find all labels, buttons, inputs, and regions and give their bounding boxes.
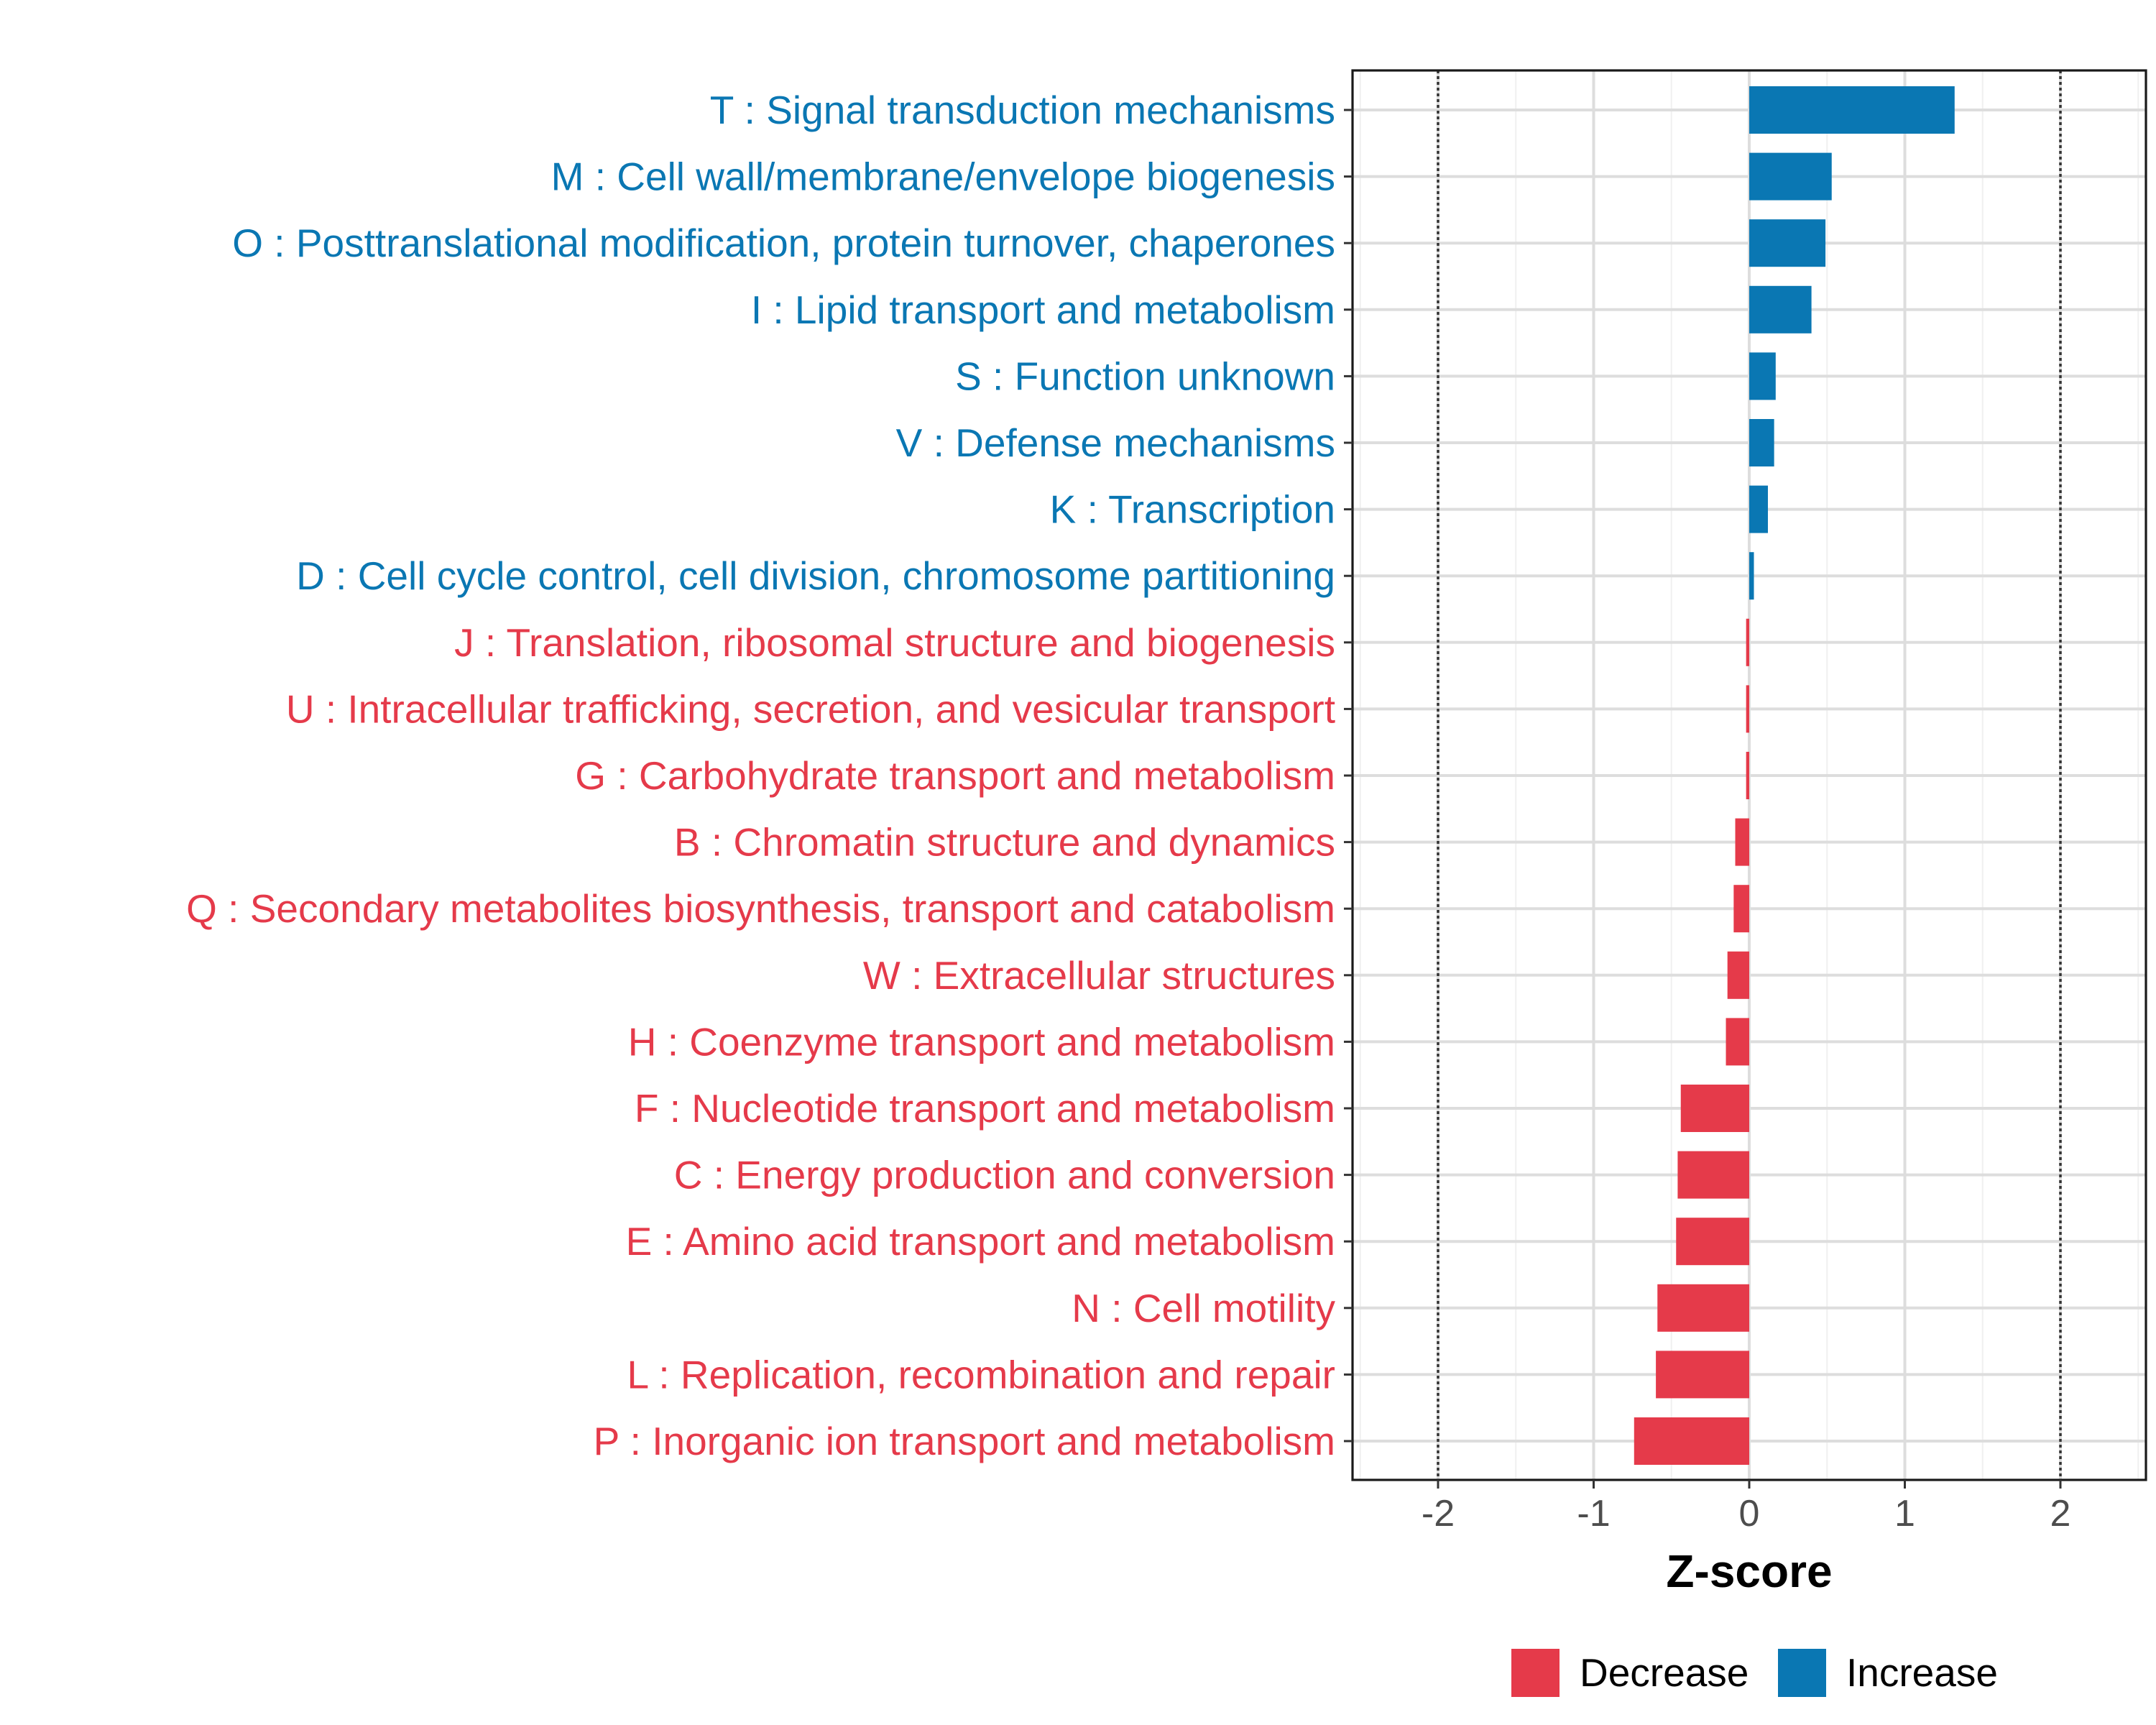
bar-i xyxy=(1749,285,1812,334)
category-label: G : Carbohydrate transport and metabolis… xyxy=(575,753,1335,798)
category-label: J : Translation, ribosomal structure and… xyxy=(454,620,1335,665)
category-label: T : Signal transduction mechanisms xyxy=(710,88,1335,132)
category-label: E : Amino acid transport and metabolism xyxy=(626,1219,1335,1264)
bar-u xyxy=(1746,685,1749,733)
category-label: O : Posttranslational modification, prot… xyxy=(232,221,1335,265)
bar-b xyxy=(1735,818,1749,866)
category-label: M : Cell wall/membrane/envelope biogenes… xyxy=(551,155,1335,199)
x-axis-title: Z-score xyxy=(1666,1545,1832,1597)
legend: Decrease Increase xyxy=(1511,1649,1998,1697)
category-label: Q : Secondary metabolites biosynthesis, … xyxy=(186,886,1335,931)
legend-swatch-increase xyxy=(1778,1649,1826,1697)
bar-p xyxy=(1634,1417,1749,1465)
category-label: B : Chromatin structure and dynamics xyxy=(674,820,1335,865)
bar-v xyxy=(1749,419,1774,466)
legend-swatch-decrease xyxy=(1511,1649,1560,1697)
category-label: H : Coenzyme transport and metabolism xyxy=(628,1019,1335,1064)
category-label: L : Replication, recombination and repai… xyxy=(627,1352,1335,1397)
bar-k xyxy=(1749,485,1768,533)
bar-d xyxy=(1749,552,1754,600)
bars xyxy=(1634,86,1955,1465)
bar-t xyxy=(1749,86,1955,134)
y-axis-labels: T : Signal transduction mechanisms M : Ce… xyxy=(186,88,1335,1463)
category-label: P : Inorganic ion transport and metaboli… xyxy=(594,1419,1335,1463)
category-label: U : Intracellular trafficking, secretion… xyxy=(286,686,1335,731)
category-label: D : Cell cycle control, cell division, c… xyxy=(296,553,1335,598)
bar-o xyxy=(1749,219,1826,267)
bar-l xyxy=(1656,1351,1749,1399)
category-label: K : Transcription xyxy=(1050,487,1335,532)
category-label: V : Defense mechanisms xyxy=(896,420,1335,465)
category-label: S : Function unknown xyxy=(955,354,1335,398)
category-label: I : Lipid transport and metabolism xyxy=(751,288,1335,332)
category-label: W : Extracellular structures xyxy=(863,953,1335,998)
bar-j xyxy=(1746,618,1749,666)
legend-label-increase: Increase xyxy=(1846,1650,1998,1695)
bar-n xyxy=(1657,1284,1749,1332)
bar-e xyxy=(1676,1218,1749,1266)
reference-lines xyxy=(1437,70,2062,1480)
bar-s xyxy=(1749,352,1776,400)
bar-q xyxy=(1733,885,1749,933)
bar-f xyxy=(1680,1085,1749,1132)
y-axis-ticks xyxy=(1344,109,1353,1443)
x-axis-ticks: -2 -1 0 1 2 xyxy=(1422,1480,2071,1535)
category-label: F : Nucleotide transport and metabolism xyxy=(635,1086,1335,1131)
bar-g xyxy=(1746,752,1749,799)
category-label: N : Cell motility xyxy=(1072,1286,1335,1330)
x-tick-label: 2 xyxy=(2050,1493,2071,1535)
bar-m xyxy=(1749,152,1832,201)
bar-w xyxy=(1727,951,1749,999)
x-tick-label: -1 xyxy=(1577,1493,1610,1535)
x-tick-label: 0 xyxy=(1739,1493,1760,1535)
bar-h xyxy=(1726,1018,1749,1066)
bar-c xyxy=(1677,1151,1749,1199)
x-tick-label: 1 xyxy=(1894,1493,1915,1535)
x-tick-label: -2 xyxy=(1422,1493,1455,1535)
category-label: C : Energy production and conversion xyxy=(674,1153,1335,1197)
legend-label-decrease: Decrease xyxy=(1580,1650,1749,1695)
